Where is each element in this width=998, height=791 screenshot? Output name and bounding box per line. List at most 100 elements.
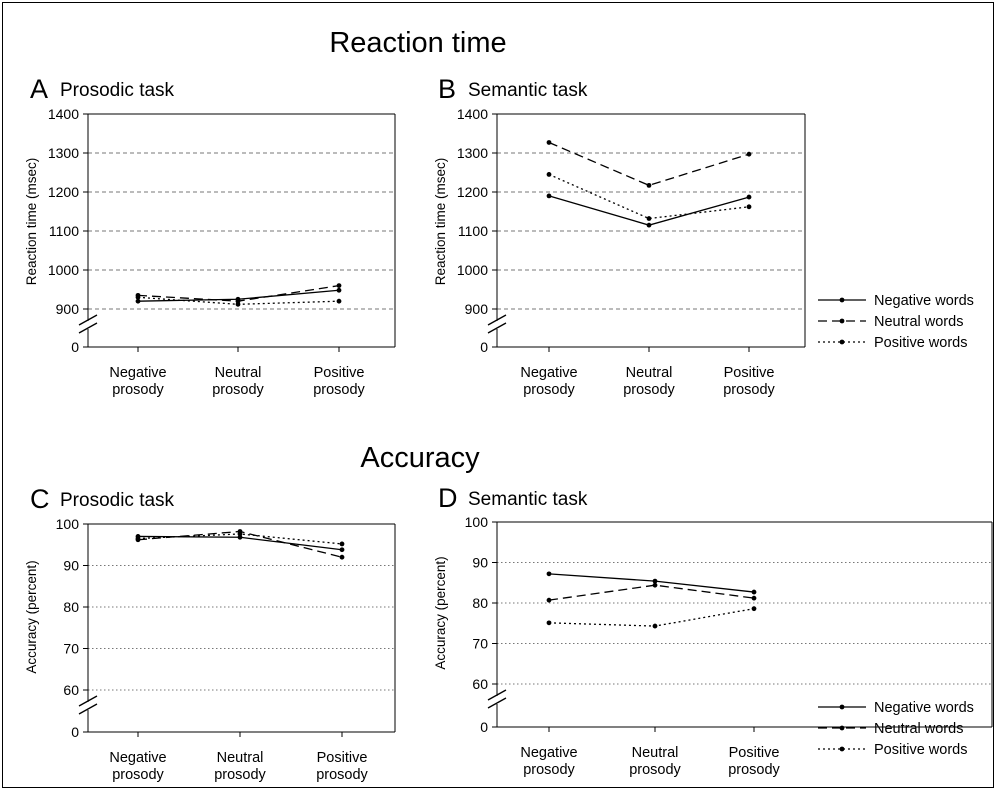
panel-a: A Prosodic task 900 1000 1100 1200 1300 1400 0 Re… (24, 74, 396, 398)
data-point (339, 547, 345, 553)
series-line-1 (548, 573, 755, 593)
y-tick-label: 1400 (48, 106, 79, 122)
data-point (751, 606, 757, 612)
y-tick-label: 1400 (457, 106, 488, 122)
legend-label: Positive words (874, 742, 967, 758)
series-line-2 (548, 141, 750, 187)
x-tick-label: Positive prosody (313, 365, 365, 398)
legend-marker (839, 318, 845, 324)
legend-marker (839, 746, 845, 752)
data-point (746, 204, 752, 210)
x-tick-label: Positive prosody (316, 750, 368, 783)
y-axis-label: Accuracy (percent) (433, 556, 448, 669)
data-point (336, 283, 342, 288)
axis-break-mark (78, 695, 98, 707)
series-line-3 (548, 608, 755, 627)
y-tick-label: 70 (63, 641, 79, 657)
y-tick-label: 1000 (457, 262, 488, 278)
panel-c: C Prosodic task 60 70 80 90 100 0 Accuracy (perc… (24, 484, 396, 783)
x-tick-label: Neutral prosody (623, 365, 675, 398)
data-point (135, 294, 141, 300)
section-title-accuracy: Accuracy (360, 442, 480, 474)
panel-title: Prosodic task (60, 80, 175, 101)
y-tick-label-zero: 0 (480, 719, 488, 735)
data-point (546, 193, 552, 199)
data-point (135, 298, 141, 304)
panel-title: Prosodic task (60, 490, 175, 511)
panel-letter: D (438, 483, 458, 513)
y-axis-label: Accuracy (percent) (24, 560, 39, 673)
data-point (746, 194, 752, 200)
x-tick-label: Positive prosody (723, 365, 775, 398)
y-tick-label: 1000 (48, 262, 79, 278)
series-line-3 (137, 533, 343, 545)
data-point (646, 216, 652, 221)
y-tick-label: 1100 (458, 223, 488, 239)
y-axis-label: Reaction time (msec) (433, 158, 448, 286)
axis-break-mark (487, 322, 507, 334)
data-point (546, 172, 552, 177)
data-point (237, 534, 243, 540)
x-tick-label: Neutral prosody (214, 750, 266, 783)
x-tick-label: Negative prosody (520, 745, 577, 778)
y-tick-label: 1300 (457, 145, 488, 161)
data-point (646, 182, 652, 188)
legend-label: Negative words (874, 293, 974, 309)
data-point (546, 140, 552, 145)
data-point (751, 589, 757, 595)
y-tick-label: 90 (472, 555, 488, 571)
y-tick-label: 100 (56, 516, 80, 532)
x-tick-label: Neutral prosody (212, 365, 264, 398)
y-tick-label: 1200 (457, 184, 488, 200)
x-tick-label: Neutral prosody (629, 745, 681, 778)
series-line-3 (548, 173, 750, 220)
data-point (751, 595, 757, 601)
legend-label: Neutral words (874, 721, 963, 737)
section-title-reaction-time: Reaction time (329, 27, 506, 59)
panel-letter: C (30, 484, 50, 514)
data-point (652, 582, 658, 588)
panel-d: D Semantic task 60 70 80 90 100 0 Accuracy (perc… (433, 483, 993, 778)
y-tick-label: 1200 (48, 184, 79, 200)
legend-marker (839, 704, 845, 710)
data-point (135, 536, 141, 541)
data-point (746, 151, 752, 157)
y-tick-label: 80 (472, 595, 488, 611)
legend-marker (839, 339, 845, 345)
legend-label: Negative words (874, 700, 974, 716)
y-tick-label-zero: 0 (480, 339, 488, 355)
y-tick-label: 60 (472, 676, 488, 692)
x-tick-label: Positive prosody (728, 745, 780, 778)
axis-break-mark (487, 697, 507, 709)
y-tick-label: 900 (56, 301, 80, 317)
series-line-2 (548, 584, 755, 601)
legend-reaction-time: Negative words Neutral words Positive word… (818, 293, 974, 351)
y-tick-label: 100 (465, 514, 489, 530)
axis-break-mark (487, 314, 507, 326)
legend-marker (839, 297, 845, 303)
axis-break-mark (78, 322, 98, 334)
y-tick-label: 70 (472, 636, 488, 652)
y-tick-label-zero: 0 (71, 339, 79, 355)
y-tick-label: 80 (63, 599, 79, 615)
x-tick-label: Negative prosody (109, 750, 166, 783)
x-tick-label: Negative prosody (520, 365, 577, 398)
axis-break-mark (78, 314, 98, 326)
data-point (336, 287, 342, 293)
y-tick-label: 90 (63, 558, 79, 574)
legend-label: Neutral words (874, 314, 963, 330)
panel-letter: B (438, 74, 456, 104)
y-axis-label: Reaction time (msec) (24, 158, 39, 286)
y-tick-label: 1300 (48, 145, 79, 161)
legend-label: Positive words (874, 335, 967, 351)
data-point (546, 620, 552, 626)
data-point (339, 541, 345, 547)
axis-break-mark (78, 703, 98, 715)
legend-marker (839, 725, 845, 731)
data-point (652, 623, 658, 629)
data-point (652, 578, 658, 584)
data-point (336, 298, 342, 304)
legend-accuracy: Negative words Neutral words Positive word… (818, 700, 974, 758)
